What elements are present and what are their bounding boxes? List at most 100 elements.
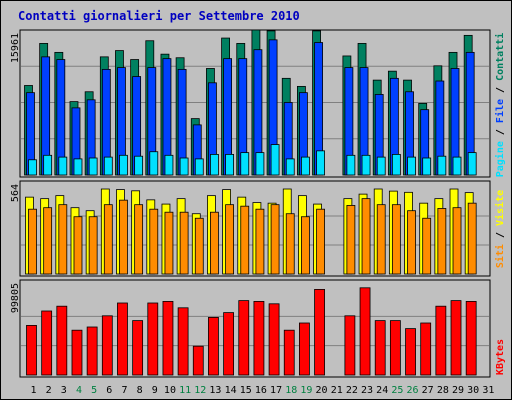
x-tick-label-day-18: 18 xyxy=(285,385,297,396)
bar-kbytes-day-8 xyxy=(132,320,144,376)
bar-pagine-day-1 xyxy=(28,159,37,176)
x-tick-label-day-14: 14 xyxy=(225,385,237,396)
bar-kbytes-day-14 xyxy=(223,312,234,376)
bar-pagine-day-4 xyxy=(73,158,83,176)
x-tick-label-day-5: 5 xyxy=(91,385,97,396)
bar-siti-day-19 xyxy=(301,216,310,275)
bar-pagine-day-11 xyxy=(179,157,189,176)
bar-kbytes-day-11 xyxy=(177,307,189,376)
legend-top: Pagine / File / Contatti xyxy=(494,33,506,178)
bar-pagine-day-26 xyxy=(407,156,416,176)
x-tick-label-day-1: 1 xyxy=(30,385,36,396)
bar-kbytes-day-20 xyxy=(314,288,325,376)
bar-pagine-day-10 xyxy=(164,154,174,176)
bar-siti-day-20 xyxy=(316,208,325,275)
bar-kbytes-day-18 xyxy=(283,329,295,376)
bar-pagine-day-14 xyxy=(225,154,234,176)
bar-siti-day-6 xyxy=(103,204,113,275)
bar-pagine-day-5 xyxy=(88,157,98,176)
bar-kbytes-day-5 xyxy=(86,326,98,376)
bar-kbytes-day-28 xyxy=(435,305,447,376)
x-tick-label-day-11: 11 xyxy=(179,385,191,396)
bar-pagine-day-20 xyxy=(316,150,325,176)
bar-pagine-day-12 xyxy=(194,158,204,176)
bar-siti-day-30 xyxy=(467,202,477,275)
bar-siti-day-5 xyxy=(88,216,98,275)
bar-kbytes-day-19 xyxy=(299,322,310,376)
bar-siti-day-15 xyxy=(240,205,250,275)
x-tick-label-day-19: 19 xyxy=(300,385,312,396)
x-tick-label-day-28: 28 xyxy=(437,385,449,396)
bar-pagine-day-23 xyxy=(361,154,371,176)
bar-siti-day-27 xyxy=(422,217,432,275)
legend-bottom: KBytes xyxy=(495,339,506,375)
x-tick-label-day-29: 29 xyxy=(452,385,464,396)
bar-siti-day-10 xyxy=(164,211,174,275)
x-tick-label-day-30: 30 xyxy=(467,385,479,396)
bar-pagine-day-15 xyxy=(240,152,250,176)
bar-pagine-day-9 xyxy=(149,151,159,176)
bar-siti-day-29 xyxy=(452,207,462,275)
bar-siti-day-22 xyxy=(346,205,356,275)
x-tick-label-day-4: 4 xyxy=(76,385,82,396)
bar-pagine-day-18 xyxy=(285,158,295,176)
x-tick-label-day-22: 22 xyxy=(346,385,358,396)
bar-kbytes-day-4 xyxy=(71,329,83,376)
bar-siti-day-18 xyxy=(285,213,295,275)
y-max-label-middle: 564 xyxy=(10,184,21,202)
x-tick-label-day-9: 9 xyxy=(152,385,158,396)
bar-pagine-day-22 xyxy=(346,154,356,176)
x-tick-label-day-25: 25 xyxy=(391,385,403,396)
bar-siti-day-2 xyxy=(43,207,53,275)
bar-pagine-day-30 xyxy=(467,152,477,176)
bar-siti-day-1 xyxy=(28,208,37,275)
bar-siti-day-23 xyxy=(361,198,371,275)
bar-siti-day-13 xyxy=(210,211,219,275)
bar-siti-day-24 xyxy=(376,204,386,275)
x-tick-label-day-8: 8 xyxy=(137,385,143,396)
bar-siti-day-14 xyxy=(225,204,234,275)
bar-pagine-day-13 xyxy=(210,154,219,176)
bar-kbytes-day-10 xyxy=(162,300,174,376)
chart-title: Contatti giornalieri per Settembre 2010 xyxy=(18,9,300,23)
bar-kbytes-day-6 xyxy=(101,315,113,376)
bar-siti-day-7 xyxy=(119,199,128,275)
bar-pagine-day-27 xyxy=(422,157,432,176)
bar-kbytes-day-1 xyxy=(26,324,37,376)
x-tick-label-day-21: 21 xyxy=(331,385,343,396)
bar-pagine-day-29 xyxy=(452,156,462,176)
bar-kbytes-day-26 xyxy=(405,328,416,376)
bar-siti-day-16 xyxy=(255,208,265,275)
bar-siti-day-26 xyxy=(407,210,416,275)
bar-kbytes-day-23 xyxy=(359,287,371,376)
x-tick-label-day-2: 2 xyxy=(46,385,52,396)
x-tick-label-day-17: 17 xyxy=(270,385,282,396)
bar-kbytes-day-3 xyxy=(56,305,68,376)
bar-siti-day-4 xyxy=(73,216,83,275)
bar-pagine-day-8 xyxy=(134,155,144,176)
bar-pagine-day-2 xyxy=(43,154,53,176)
bar-siti-day-11 xyxy=(179,211,189,275)
x-tick-label-day-20: 20 xyxy=(316,385,328,396)
bar-pagine-day-7 xyxy=(119,154,128,176)
bar-kbytes-day-25 xyxy=(389,320,401,376)
bar-kbytes-day-16 xyxy=(253,300,265,376)
bar-kbytes-day-15 xyxy=(238,300,250,376)
bar-siti-day-17 xyxy=(270,204,280,275)
bar-siti-day-25 xyxy=(391,204,401,275)
x-tick-label-day-3: 3 xyxy=(61,385,67,396)
bar-siti-day-8 xyxy=(134,204,144,275)
bar-kbytes-day-27 xyxy=(420,322,432,376)
y-max-label-bottom: 99805 xyxy=(10,283,21,313)
bar-kbytes-day-2 xyxy=(41,310,53,376)
x-tick-label-day-31: 31 xyxy=(482,385,494,396)
bar-kbytes-day-7 xyxy=(117,302,128,376)
bar-pagine-day-19 xyxy=(301,156,310,176)
bar-siti-day-9 xyxy=(149,208,159,275)
x-tick-label-day-26: 26 xyxy=(407,385,419,396)
bar-kbytes-day-13 xyxy=(208,316,219,376)
bar-siti-day-3 xyxy=(58,204,68,275)
x-tick-label-day-7: 7 xyxy=(121,385,127,396)
bar-kbytes-day-30 xyxy=(465,300,477,376)
